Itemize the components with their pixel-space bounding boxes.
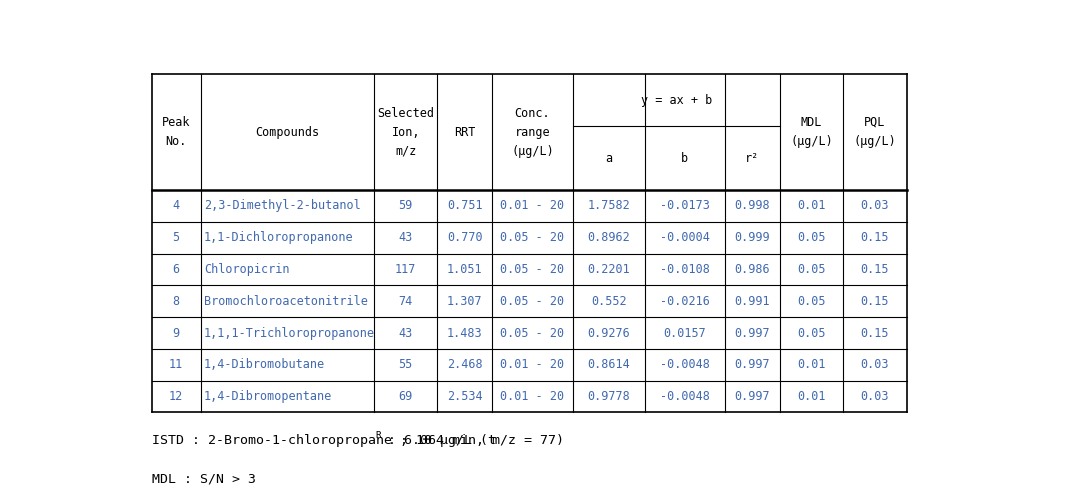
Text: 0.01: 0.01 [798, 358, 826, 371]
Text: 1,4-Dibromopentane: 1,4-Dibromopentane [204, 390, 333, 403]
Text: r²: r² [745, 152, 759, 164]
Text: 1.307: 1.307 [447, 295, 482, 308]
Text: 6: 6 [172, 263, 180, 276]
Text: 0.03: 0.03 [861, 390, 889, 403]
Text: 0.986: 0.986 [734, 263, 770, 276]
Text: 0.9276: 0.9276 [587, 326, 630, 340]
Text: 12: 12 [169, 390, 183, 403]
Text: 8: 8 [172, 295, 180, 308]
Text: PQL
(μg/L): PQL (μg/L) [853, 116, 897, 148]
Text: 0.15: 0.15 [861, 295, 889, 308]
Text: 11: 11 [169, 358, 183, 371]
Text: 43: 43 [398, 231, 412, 244]
Text: 1.051: 1.051 [447, 263, 482, 276]
Text: 2.468: 2.468 [447, 358, 482, 371]
Text: 69: 69 [398, 390, 412, 403]
Text: 4: 4 [172, 200, 180, 212]
Text: 0.770: 0.770 [447, 231, 482, 244]
Text: 0.15: 0.15 [861, 231, 889, 244]
Text: 0.9778: 0.9778 [587, 390, 630, 403]
Text: 1,1-Dichloropropanone: 1,1-Dichloropropanone [204, 231, 353, 244]
Text: 0.991: 0.991 [734, 295, 770, 308]
Text: Bromochloroacetonitrile: Bromochloroacetonitrile [204, 295, 368, 308]
Text: 0.15: 0.15 [861, 263, 889, 276]
Text: 0.997: 0.997 [734, 390, 770, 403]
Text: 0.01: 0.01 [798, 390, 826, 403]
Text: 0.03: 0.03 [861, 200, 889, 212]
Text: -0.0004: -0.0004 [660, 231, 709, 244]
Text: 0.05 - 20: 0.05 - 20 [501, 295, 564, 308]
Text: 59: 59 [398, 200, 412, 212]
Text: 0.751: 0.751 [447, 200, 482, 212]
Text: 0.05: 0.05 [798, 326, 826, 340]
Text: 0.05: 0.05 [798, 231, 826, 244]
Text: MDL : S/N > 3: MDL : S/N > 3 [152, 472, 255, 485]
Text: 74: 74 [398, 295, 412, 308]
Text: 1.7582: 1.7582 [587, 200, 630, 212]
Text: 9: 9 [172, 326, 180, 340]
Text: 0.05 - 20: 0.05 - 20 [501, 263, 564, 276]
Text: 0.8614: 0.8614 [587, 358, 630, 371]
Text: 0.01 - 20: 0.01 - 20 [501, 358, 564, 371]
Text: -0.0048: -0.0048 [660, 390, 709, 403]
Text: 0.2201: 0.2201 [587, 263, 630, 276]
Text: 0.03: 0.03 [861, 358, 889, 371]
Text: -0.0108: -0.0108 [660, 263, 709, 276]
Text: 0.01 - 20: 0.01 - 20 [501, 390, 564, 403]
Text: 0.552: 0.552 [591, 295, 626, 308]
Text: 2,3-Dimethyl-2-butanol: 2,3-Dimethyl-2-butanol [204, 200, 361, 212]
Text: 0.999: 0.999 [734, 231, 770, 244]
Text: 55: 55 [398, 358, 412, 371]
Text: 0.0157: 0.0157 [663, 326, 706, 340]
Text: -0.0048: -0.0048 [660, 358, 709, 371]
Text: 1.483: 1.483 [447, 326, 482, 340]
Text: b: b [681, 152, 688, 164]
Text: 0.05 - 20: 0.05 - 20 [501, 326, 564, 340]
Text: 2.534: 2.534 [447, 390, 482, 403]
Text: 0.997: 0.997 [734, 326, 770, 340]
Text: R: R [375, 431, 381, 440]
Text: 0.01 - 20: 0.01 - 20 [501, 200, 564, 212]
Text: 0.15: 0.15 [861, 326, 889, 340]
Text: 1,4-Dibromobutane: 1,4-Dibromobutane [204, 358, 325, 371]
Text: 1,1,1-Trichloropropanone: 1,1,1-Trichloropropanone [204, 326, 375, 340]
Text: -0.0216: -0.0216 [660, 295, 709, 308]
Text: 43: 43 [398, 326, 412, 340]
Text: Selected
Ion,
m/z: Selected Ion, m/z [377, 107, 434, 157]
Text: 0.05: 0.05 [798, 295, 826, 308]
Text: Peak
No.: Peak No. [161, 116, 190, 148]
Text: y = ax + b: y = ax + b [640, 94, 711, 107]
Text: -0.0173: -0.0173 [660, 200, 709, 212]
Text: 0.998: 0.998 [734, 200, 770, 212]
Text: ISTD : 2-Bromo-1-chloropropane ; 10 μg/L (t: ISTD : 2-Bromo-1-chloropropane ; 10 μg/L… [152, 434, 495, 447]
Text: 117: 117 [395, 263, 417, 276]
Text: 0.8962: 0.8962 [587, 231, 630, 244]
Text: Compounds: Compounds [255, 126, 320, 138]
Text: a: a [606, 152, 612, 164]
Text: RRT: RRT [454, 126, 476, 138]
Text: 0.05: 0.05 [798, 263, 826, 276]
Text: : 6.064 min, m/z = 77): : 6.064 min, m/z = 77) [380, 434, 564, 447]
Text: 0.997: 0.997 [734, 358, 770, 371]
Text: Chloropicrin: Chloropicrin [204, 263, 289, 276]
Text: 5: 5 [172, 231, 180, 244]
Text: Conc.
range
(μg/L): Conc. range (μg/L) [511, 107, 554, 157]
Text: 0.05 - 20: 0.05 - 20 [501, 231, 564, 244]
Text: MDL
(μg/L): MDL (μg/L) [790, 116, 832, 148]
Text: 0.01: 0.01 [798, 200, 826, 212]
